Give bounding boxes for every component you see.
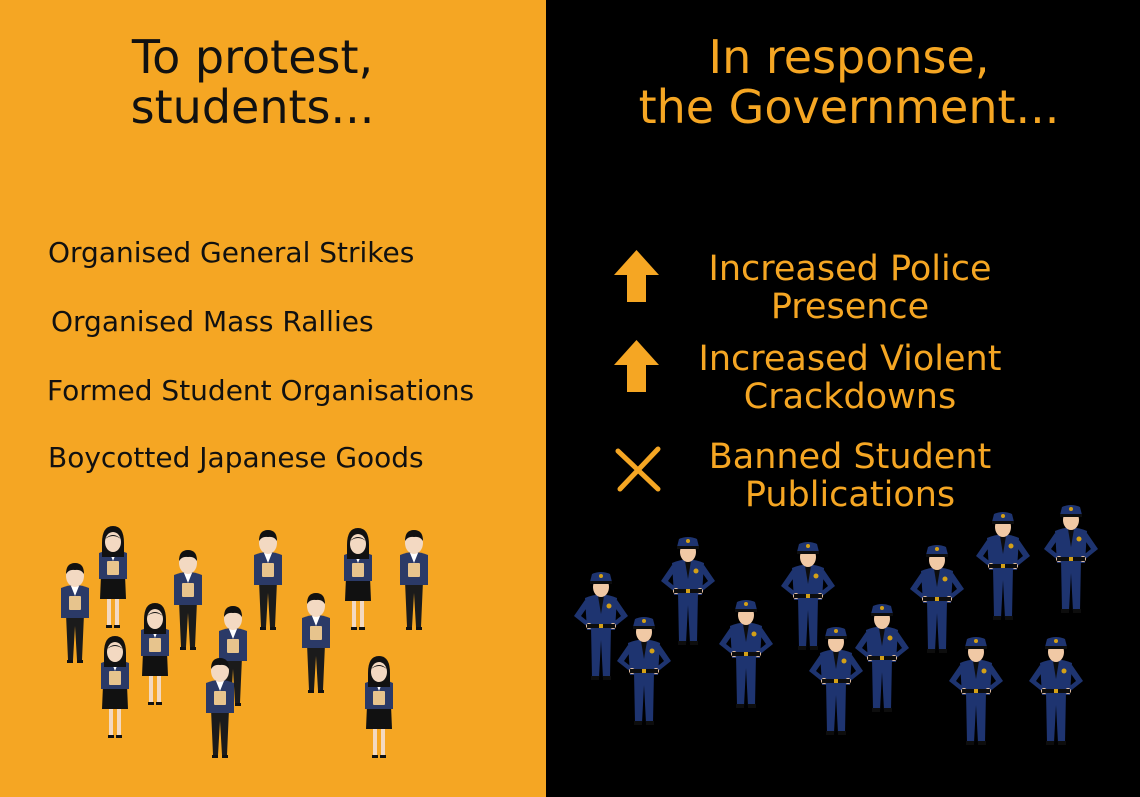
- government-panel: In response, the Government... Increased…: [546, 0, 1140, 797]
- students-heading: To protest, students...: [130, 30, 375, 134]
- students-panel: To protest, students... Organised Genera…: [0, 0, 546, 797]
- student-crowd-illustration: [61, 526, 428, 758]
- response-violent-crackdowns: Increased Violent Crackdowns: [698, 339, 1002, 417]
- action-general-strikes: Organised General Strikes: [48, 236, 415, 269]
- response-police-presence: Increased Police Presence: [708, 249, 992, 327]
- cross-icon: [615, 446, 661, 492]
- police-crowd-illustration: [574, 505, 1098, 745]
- action-mass-rallies: Organised Mass Rallies: [51, 305, 374, 338]
- government-heading: In response, the Government...: [638, 30, 1060, 134]
- up-arrow-icon: [614, 250, 659, 302]
- action-boycott: Boycotted Japanese Goods: [48, 441, 424, 474]
- response-banned-publications: Banned Student Publications: [708, 437, 992, 515]
- action-student-organisations: Formed Student Organisations: [47, 374, 475, 407]
- up-arrow-icon: [614, 340, 659, 392]
